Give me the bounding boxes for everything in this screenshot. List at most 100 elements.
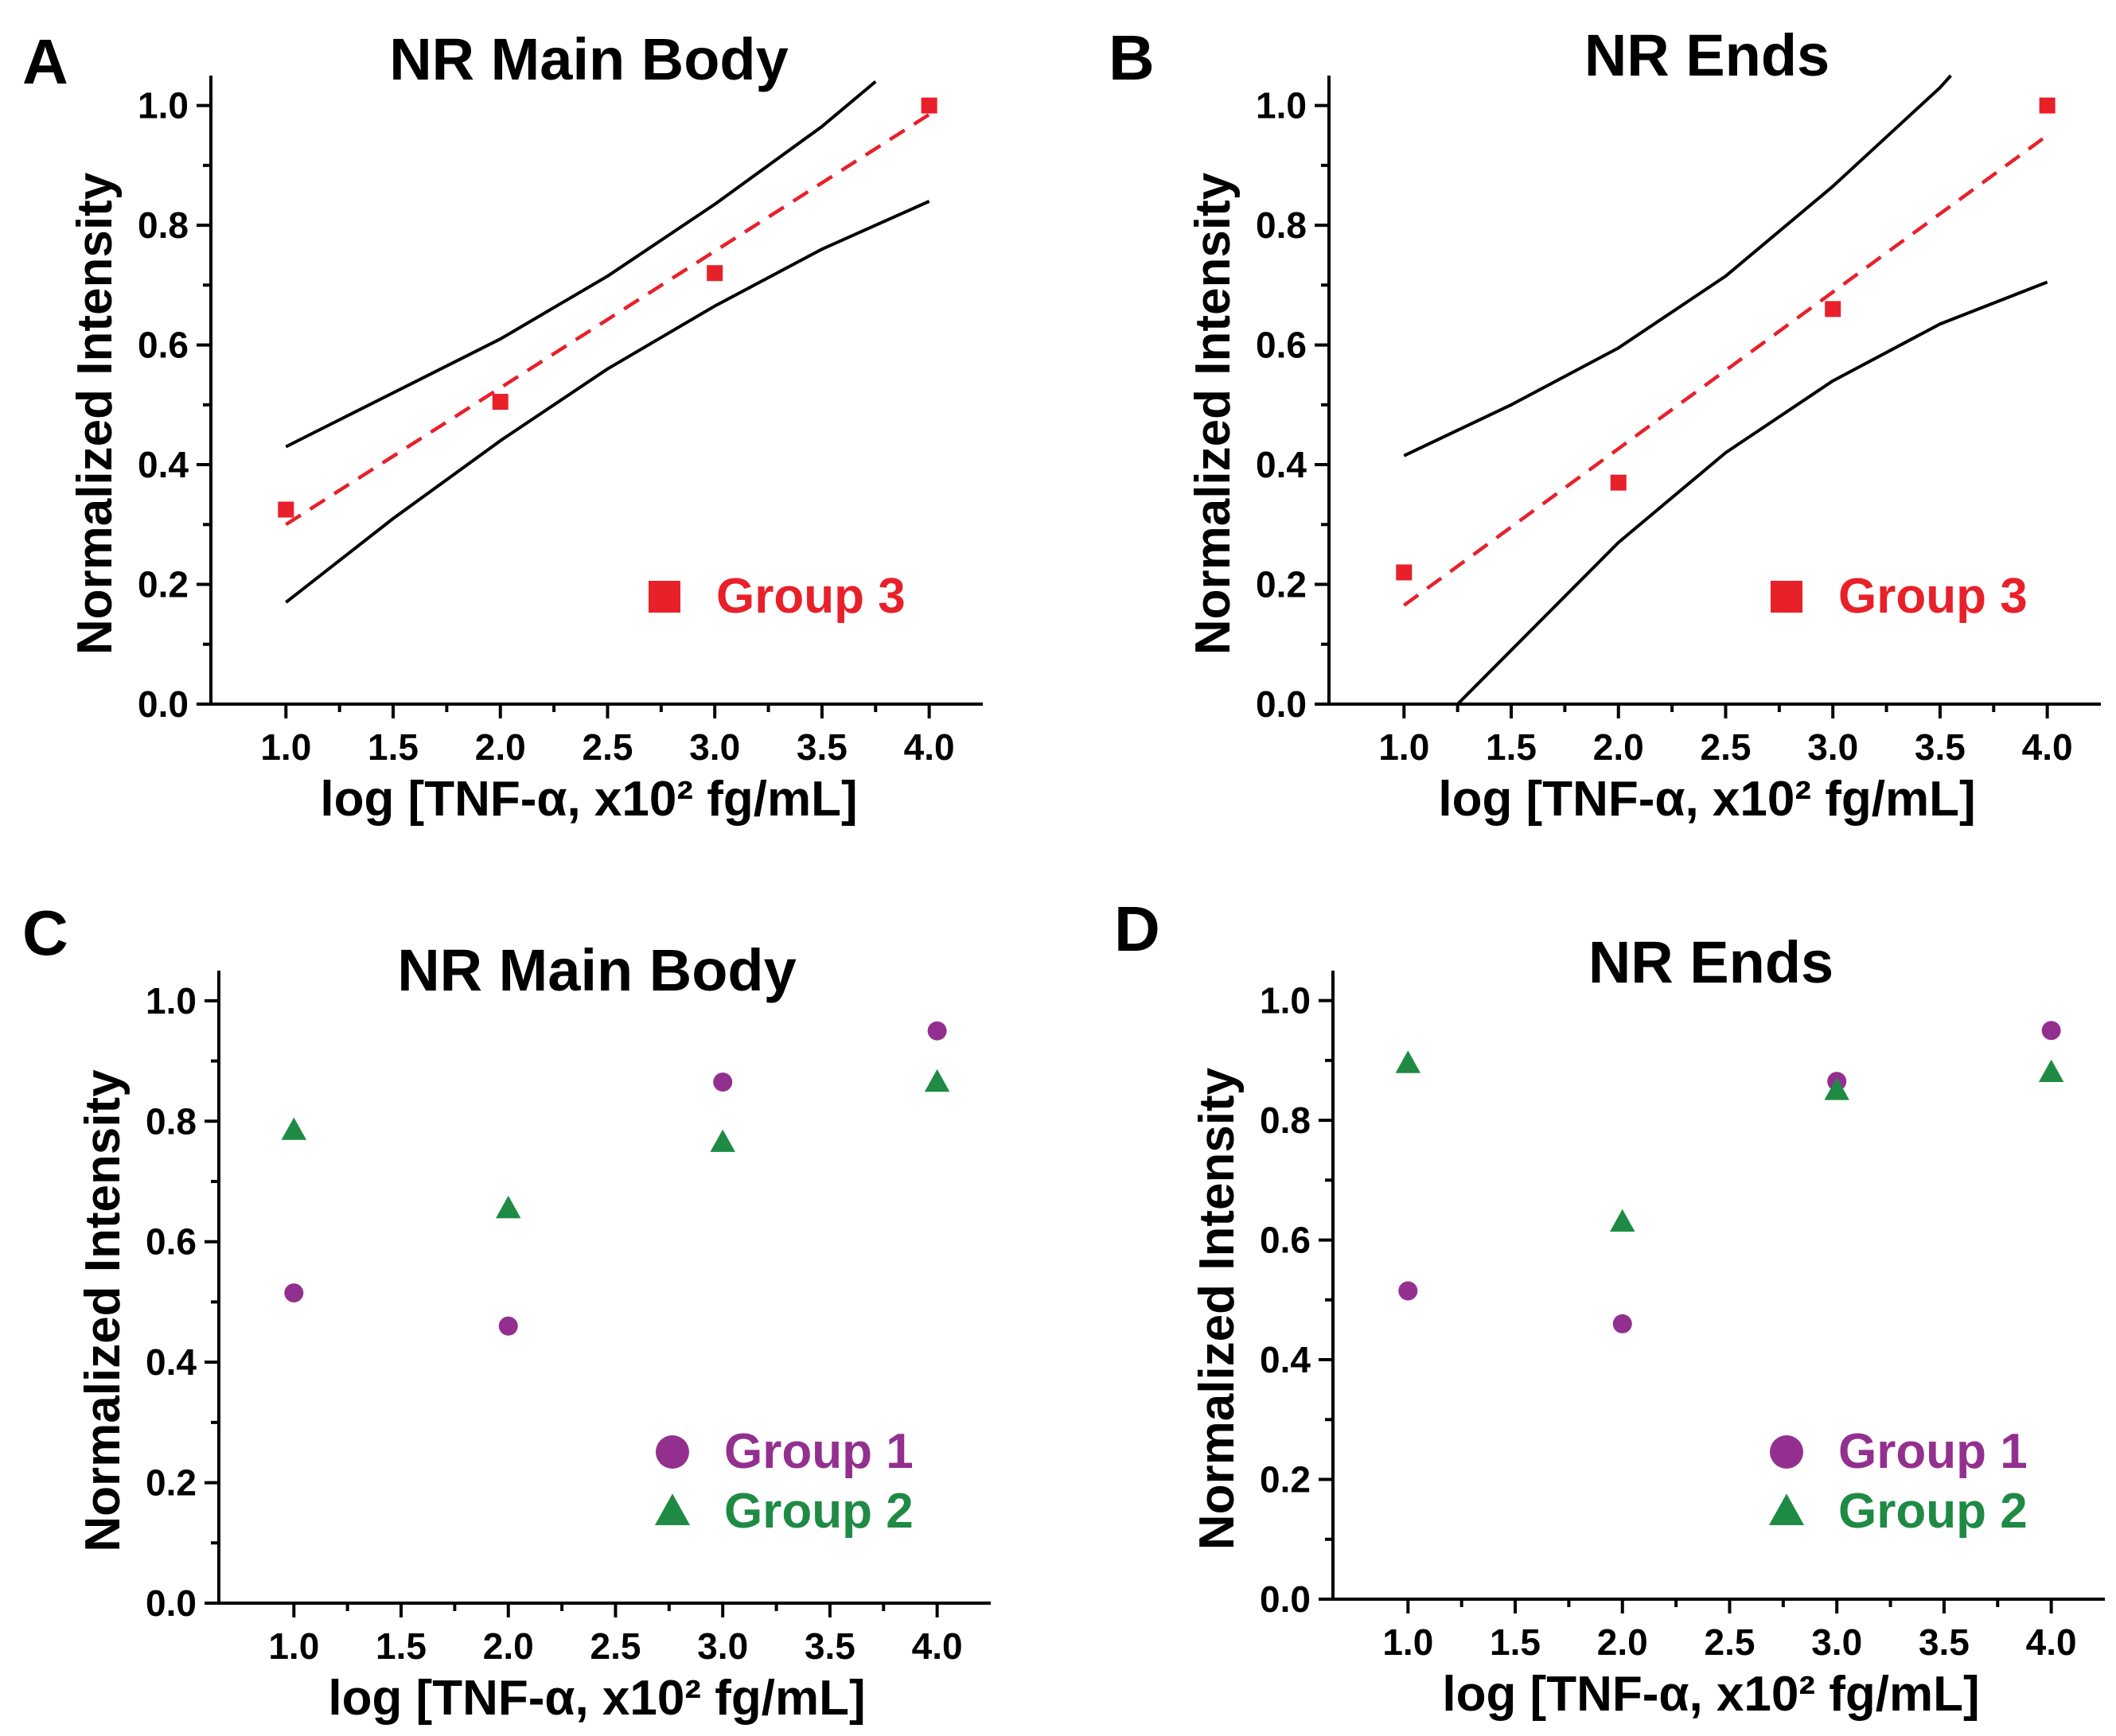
fit-line [1402, 134, 2048, 607]
x-tick-label: 1.5 [1490, 1621, 1541, 1663]
y-tick-label: 1.0 [1256, 85, 1307, 127]
panel-a: A NR Main Body 0.0 0.2 0.4 0.6 0.8 1.0 1.0 1.5 2.0… [22, 26, 983, 827]
confidence-lower-line [285, 200, 930, 604]
legend-marker [654, 1493, 691, 1526]
x-axis-title: log [TNF-α, x10² fg/mL] [320, 772, 857, 827]
x-tick-label: 3.0 [1807, 726, 1858, 768]
confidence-upper-line [1403, 74, 1952, 457]
data-point [2038, 1059, 2064, 1083]
y-tick-label: 0.0 [146, 1582, 197, 1624]
x-tick-label: 2.5 [590, 1625, 641, 1667]
data-point [1825, 301, 1841, 317]
legend-label: Group 1 [1838, 1424, 2028, 1479]
x-tick-label: 3.0 [697, 1625, 748, 1667]
y-tick-label: 0.0 [1260, 1578, 1311, 1620]
x-tick-label: 1.5 [1486, 726, 1537, 768]
y-tick-label: 0.4 [146, 1341, 197, 1383]
y-axis-title: Normalized Intensity [68, 172, 123, 655]
panel-letter: D [1114, 893, 1160, 964]
x-tick-label: 2.0 [1593, 726, 1644, 768]
confidence-lower-line [1456, 280, 2048, 704]
x-tick-label: 4.0 [904, 726, 955, 768]
data-point [2039, 97, 2056, 114]
x-tick-label: 1.0 [268, 1625, 319, 1667]
x-tick-label: 4.0 [2026, 1621, 2077, 1663]
data-point [927, 1021, 947, 1041]
panel-letter: A [22, 26, 68, 97]
x-tick-label: 2.0 [475, 726, 526, 768]
data-point [921, 97, 937, 114]
legend: Group 3 [649, 569, 906, 624]
data-point [924, 1068, 950, 1092]
y-tick-label: 0.8 [1260, 1100, 1311, 1141]
x-tick-label: 4.0 [912, 1625, 963, 1667]
y-tick-label: 0.6 [146, 1221, 197, 1263]
panel-letter: B [1109, 22, 1155, 93]
x-axis-title: log [TNF-α, x10² fg/mL] [1442, 1667, 1979, 1722]
chart-title: NR Ends [1584, 22, 1830, 88]
y-tick-label: 1.0 [146, 980, 197, 1022]
data-point [1396, 564, 1413, 581]
y-tick-label: 0.4 [1256, 444, 1307, 485]
x-tick-label: 3.0 [1811, 1621, 1862, 1663]
panel-b: B NR Ends 0.0 0.2 0.4 0.6 0.8 1.0 1.0 1.5 2.0 2.5 3.… [1109, 22, 2101, 827]
legend-label: Group 2 [724, 1484, 914, 1539]
data-point [496, 1195, 521, 1219]
legend-label: Group 1 [724, 1424, 914, 1479]
data-point [284, 1283, 304, 1303]
data-point [1610, 1209, 1635, 1232]
x-tick-label: 1.5 [368, 726, 419, 768]
fit-line [285, 113, 930, 527]
y-tick-label: 1.0 [1260, 980, 1311, 1022]
x-tick-label: 3.5 [797, 726, 848, 768]
data-point [2041, 1021, 2061, 1041]
series-group-1 [1398, 1021, 2061, 1333]
legend: Group 3 [1771, 569, 2028, 624]
chart-title: NR Main Body [389, 26, 789, 92]
data-point [1610, 474, 1627, 491]
data-point [492, 394, 509, 411]
y-axis-title: Normalized Intensity [1190, 1067, 1245, 1550]
y-tick-label: 0.8 [1256, 204, 1307, 246]
y-tick-label: 1.0 [138, 85, 189, 127]
y-tick-label: 0.8 [146, 1100, 197, 1142]
y-tick-label: 0.2 [138, 564, 189, 605]
data-point [498, 1316, 518, 1336]
data-point [281, 1117, 307, 1140]
legend-marker [649, 581, 680, 613]
y-tick-label: 0.2 [1256, 564, 1307, 605]
x-tick-label: 2.0 [483, 1625, 534, 1667]
data-point [1395, 1050, 1421, 1073]
y-tick-label: 0.6 [138, 325, 189, 366]
x-axis-title: log [TNF-α, x10² fg/mL] [328, 1671, 865, 1726]
x-tick-label: 1.0 [1382, 1621, 1433, 1663]
panel-d: D NR Ends 0.0 0.2 0.4 0.6 0.8 1.0 1.0 1.5 2.0 2.5 3.… [1114, 893, 2105, 1722]
x-tick-label: 1.5 [376, 1625, 427, 1667]
y-tick-label: 0.4 [138, 444, 189, 485]
x-axis-title: log [TNF-α, x10² fg/mL] [1438, 772, 1975, 827]
x-tick-label: 1.0 [260, 726, 311, 768]
y-tick-label: 0.2 [146, 1462, 197, 1504]
x-tick-label: 4.0 [2022, 726, 2073, 768]
x-tick-label: 3.5 [1919, 1621, 1970, 1663]
series-group-2 [281, 1068, 950, 1219]
y-axis-title: Normalized Intensity [76, 1069, 131, 1552]
x-tick-label: 2.5 [582, 726, 633, 768]
y-tick-label: 0.6 [1260, 1220, 1311, 1261]
series-group-3 [1396, 97, 2056, 581]
x-tick-label: 2.5 [1704, 1621, 1755, 1663]
data-point [710, 1129, 735, 1152]
chart-title: NR Ends [1588, 929, 1833, 995]
y-axis-title: Normalized Intensity [1186, 172, 1241, 655]
legend-marker [1770, 1435, 1803, 1469]
data-point [1824, 1077, 1849, 1100]
data-point [707, 265, 723, 282]
x-tick-label: 3.5 [1915, 726, 1966, 768]
y-tick-label: 0.0 [138, 683, 189, 725]
x-tick-label: 3.0 [689, 726, 740, 768]
y-tick-label: 0.2 [1260, 1459, 1311, 1501]
data-point [278, 501, 294, 518]
legend-label: Group 2 [1838, 1484, 2028, 1539]
legend-marker [656, 1435, 689, 1469]
